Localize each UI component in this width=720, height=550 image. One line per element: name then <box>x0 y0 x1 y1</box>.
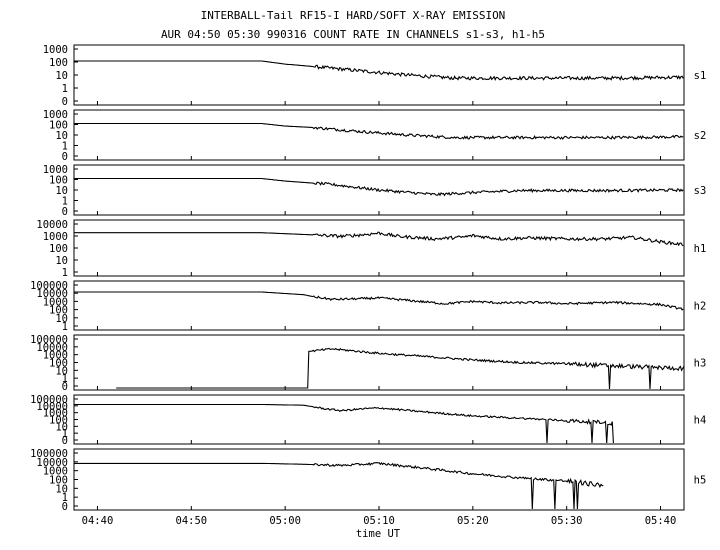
x-tick-label: 04:50 <box>176 515 208 527</box>
x-tick-label: 05:20 <box>457 515 489 527</box>
y-tick-label: 1 <box>62 196 68 208</box>
y-tick-label: 10000 <box>36 342 68 354</box>
y-tick-label: 1 <box>62 428 68 440</box>
y-tick-label: 100 <box>49 243 68 255</box>
y-tick-label: 10 <box>55 255 68 267</box>
y-tick-label: 100 <box>49 175 68 187</box>
panel-frame <box>73 44 685 106</box>
y-tick-label: 100000 <box>30 448 68 460</box>
y-tick-label: 10000 <box>36 457 68 469</box>
y-tick-label: 1 <box>62 321 68 333</box>
y-tick-label: 100 <box>49 475 68 487</box>
chart-title: INTERBALL-Tail RF15-I HARD/SOFT X-RAY EM… <box>201 9 506 22</box>
y-tick-label: 0 <box>62 206 68 218</box>
y-tick-label: 100 <box>49 305 68 317</box>
y-tick-label: 1000 <box>43 109 68 121</box>
y-tick-label: 1 <box>62 267 68 279</box>
y-tick-label: 0 <box>62 96 68 108</box>
series-line-h4 <box>74 403 614 444</box>
x-tick-label: 05:10 <box>363 515 395 527</box>
y-tick-label: 1 <box>62 141 68 153</box>
y-tick-label: 1000 <box>43 296 68 308</box>
y-tick-label: 100 <box>49 120 68 132</box>
panel-frame <box>73 219 685 277</box>
y-tick-label: 0 <box>62 151 68 163</box>
panel-frame <box>73 280 685 331</box>
series-line-s2 <box>74 122 684 140</box>
y-tick-label: 10000 <box>36 219 68 231</box>
x-tick-label: 05:00 <box>269 515 301 527</box>
x-tick-label: 05:30 <box>551 515 583 527</box>
y-tick-label: 100000 <box>30 334 68 346</box>
y-tick-label: 100000 <box>30 394 68 406</box>
y-tick-label: 100 <box>49 57 68 69</box>
y-tick-label: 10000 <box>36 288 68 300</box>
channel-label: h3 <box>694 358 707 370</box>
y-tick-label: 0 <box>62 435 68 447</box>
y-tick-label: 1000 <box>43 466 68 478</box>
panels-group: 10001001010s110001001010s210001001010s31… <box>30 44 706 513</box>
channel-label: h2 <box>694 301 707 313</box>
y-tick-label: 1000 <box>43 164 68 176</box>
channel-label: h1 <box>694 243 707 255</box>
panel-frame <box>73 109 685 161</box>
y-tick-label: 10 <box>55 185 68 197</box>
y-tick-label: 10000 <box>36 401 68 413</box>
y-tick-label: 1 <box>62 373 68 385</box>
panel-frame <box>73 334 685 391</box>
y-tick-label: 100 <box>49 358 68 370</box>
y-tick-label: 100 <box>49 415 68 427</box>
chart-subtitle: AUR 04:50 05:30 990316 COUNT RATE IN CHA… <box>161 28 545 41</box>
x-axis: 04:40 04:50 05:00 05:10 05:20 05:30 05:40 <box>82 515 677 527</box>
y-tick-label: 100000 <box>30 280 68 292</box>
y-tick-label: 1000 <box>43 44 68 56</box>
channel-label: h5 <box>694 475 707 487</box>
y-tick-label: 1000 <box>43 231 68 243</box>
y-tick-label: 10 <box>55 313 68 325</box>
y-tick-label: 10 <box>55 70 68 82</box>
x-tick-label: 04:40 <box>82 515 114 527</box>
series-line-h5 <box>74 461 604 510</box>
y-tick-label: 0 <box>62 501 68 513</box>
y-tick-label: 10 <box>55 365 68 377</box>
series-line-h1 <box>74 231 684 247</box>
channel-label: h4 <box>694 415 707 427</box>
y-tick-label: 1000 <box>43 408 68 420</box>
channel-label: s3 <box>694 185 707 197</box>
panel-frame <box>73 448 685 511</box>
x-tick-label: 05:40 <box>645 515 677 527</box>
y-tick-label: 1000 <box>43 350 68 362</box>
y-tick-label: 10 <box>55 130 68 142</box>
series-line-h2 <box>74 291 684 311</box>
series-line-h3 <box>116 347 685 390</box>
y-tick-label: 10 <box>55 421 68 433</box>
series-line-s1 <box>74 60 684 81</box>
channel-label: s2 <box>694 130 707 142</box>
y-tick-label: 0 <box>62 381 68 393</box>
y-tick-label: 1 <box>62 492 68 504</box>
x-axis-label: time UT <box>356 528 401 540</box>
y-tick-label: 1 <box>62 83 68 95</box>
series-line-s3 <box>74 177 684 197</box>
channel-label: s1 <box>694 70 707 82</box>
y-tick-label: 10 <box>55 483 68 495</box>
